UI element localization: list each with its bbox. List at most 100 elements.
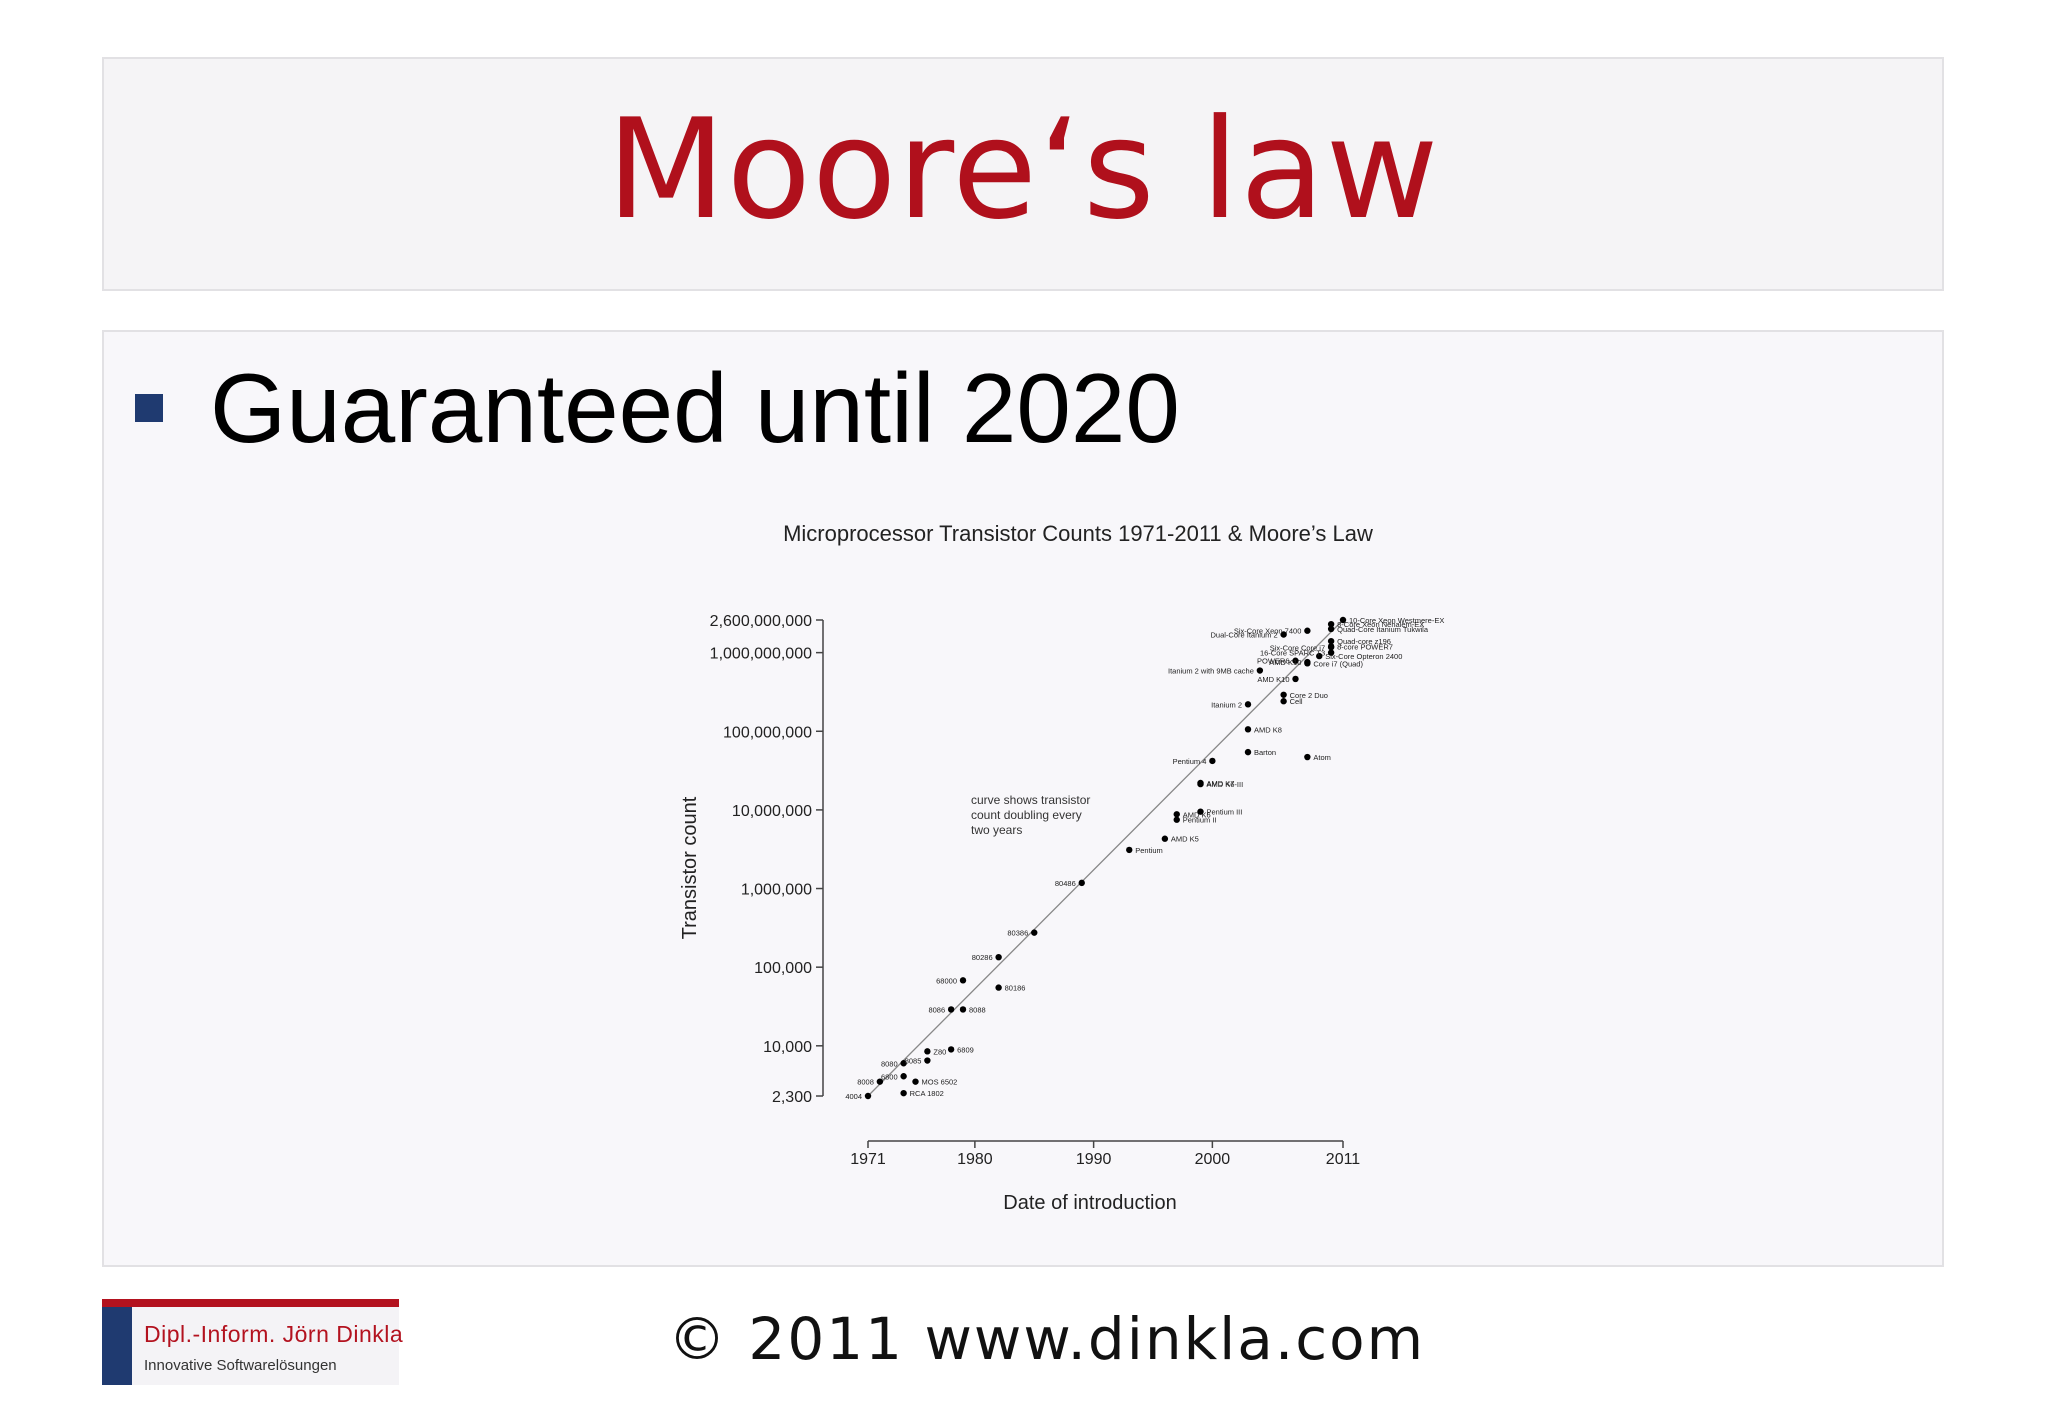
logo-name: Dipl.-Inform. Jörn Dinkla bbox=[144, 1321, 404, 1347]
data-point-label: RCA 1802 bbox=[910, 1089, 944, 1098]
data-point bbox=[1327, 649, 1335, 656]
data-point-label: AMD K6 bbox=[1183, 810, 1211, 819]
data-point-label: AMD K10 bbox=[1269, 658, 1301, 667]
data-point bbox=[900, 1060, 907, 1067]
y-tick-label: 100,000,000 bbox=[723, 724, 812, 741]
data-point bbox=[959, 977, 967, 984]
data-point bbox=[876, 1078, 884, 1085]
data-point bbox=[1173, 816, 1180, 823]
data-point-label: 8008 bbox=[857, 1078, 874, 1087]
data-point-label: AMD K6-III bbox=[1207, 780, 1244, 789]
data-point bbox=[900, 1089, 907, 1097]
data-point bbox=[900, 1073, 907, 1080]
data-point bbox=[1339, 616, 1347, 624]
company-logo: Dipl.-Inform. Jörn Dinkla Innovative Sof… bbox=[102, 1299, 403, 1385]
data-point bbox=[1280, 631, 1287, 638]
data-point-label: 80186 bbox=[1005, 984, 1026, 993]
data-point bbox=[1209, 757, 1216, 765]
data-point-label: Itanium 2 bbox=[1211, 700, 1242, 709]
data-point bbox=[1327, 625, 1335, 633]
data-point bbox=[1173, 811, 1180, 818]
data-point bbox=[1244, 726, 1252, 733]
data-point-label: Quad-core z196 bbox=[1337, 637, 1391, 646]
data-point-label: Core i7 (Quad) bbox=[1313, 659, 1363, 668]
data-point-label: 8088 bbox=[969, 1005, 986, 1014]
data-point-label: Six-Core Opteron 2400 bbox=[1325, 652, 1402, 661]
data-point bbox=[1292, 675, 1299, 683]
data-point-label: 4004 bbox=[845, 1092, 862, 1101]
data-point bbox=[1244, 748, 1252, 756]
data-point-label: 80486 bbox=[1055, 879, 1076, 888]
x-tick-label: 1990 bbox=[1076, 1151, 1112, 1168]
y-tick-label: 2,600,000,000 bbox=[710, 613, 812, 630]
data-point bbox=[959, 1006, 967, 1013]
data-point-label: AMD K5 bbox=[1171, 835, 1199, 844]
data-point bbox=[995, 953, 1002, 961]
data-point bbox=[1031, 929, 1038, 936]
title-panel: Moore‘s law bbox=[102, 57, 1944, 291]
data-point bbox=[924, 1057, 931, 1064]
data-point bbox=[947, 1046, 955, 1053]
data-point-label: 68000 bbox=[936, 976, 957, 985]
data-point bbox=[1316, 652, 1323, 660]
y-tick-label: 100,000 bbox=[754, 960, 812, 977]
data-point-label: Pentium bbox=[1135, 846, 1163, 855]
data-point-label: 6800 bbox=[881, 1072, 898, 1081]
data-point-label: 6809 bbox=[957, 1045, 974, 1054]
annotation-line: count doubling every bbox=[971, 808, 1082, 822]
slide-title: Moore‘s law bbox=[606, 88, 1440, 250]
data-point bbox=[1327, 637, 1335, 645]
x-tick-label: 2000 bbox=[1195, 1151, 1231, 1168]
data-point bbox=[1327, 643, 1335, 650]
data-point bbox=[1304, 660, 1311, 667]
x-tick-label: 2011 bbox=[1326, 1151, 1361, 1168]
x-tick-label: 1980 bbox=[957, 1151, 993, 1168]
logo-blue-bar bbox=[102, 1307, 132, 1385]
data-point bbox=[1197, 808, 1204, 815]
data-point bbox=[1304, 753, 1311, 761]
data-point bbox=[1327, 620, 1335, 628]
data-point bbox=[1280, 691, 1287, 698]
chart-title: Microprocessor Transistor Counts 1971-20… bbox=[783, 521, 1373, 546]
data-point bbox=[864, 1092, 872, 1100]
data-point-label: 8080 bbox=[881, 1059, 898, 1068]
data-point-label: Dual-Core Itanium 2 bbox=[1211, 631, 1278, 640]
data-point-label: 8086 bbox=[928, 1005, 945, 1014]
x-axis-label: Date of introduction bbox=[1003, 1192, 1176, 1214]
data-point-label: Itanium 2 with 9MB cache bbox=[1168, 667, 1254, 676]
data-point-label: Barton bbox=[1254, 748, 1276, 757]
data-point bbox=[1256, 667, 1264, 674]
data-point bbox=[995, 984, 1002, 991]
data-point bbox=[1244, 701, 1252, 708]
data-point-label: 8-Core Xeon Nehalem-EX bbox=[1337, 620, 1424, 629]
y-axis-label: Transistor count bbox=[679, 796, 701, 939]
y-tick-label: 1,000,000,000 bbox=[710, 646, 812, 663]
y-tick-label: 10,000,000 bbox=[732, 803, 812, 820]
data-point-label: AMD K7 bbox=[1207, 779, 1235, 788]
data-point-label: 10-Core Xeon Westmere-EX bbox=[1349, 616, 1444, 625]
data-point bbox=[1078, 879, 1085, 887]
data-point bbox=[1280, 698, 1287, 705]
data-point-label: AMD K10 bbox=[1257, 675, 1289, 684]
trend-annotation: curve shows transistor count doubling eve… bbox=[971, 793, 1090, 837]
content-panel: Guaranteed until 2020 bbox=[102, 330, 1944, 1267]
data-point-label: 80286 bbox=[972, 953, 993, 962]
y-tick-label: 1,000,000 bbox=[741, 882, 812, 899]
data-point bbox=[1304, 627, 1311, 634]
data-point bbox=[912, 1078, 919, 1085]
data-point-label: 8-core POWER7 bbox=[1337, 642, 1393, 651]
data-point-label: AMD K8 bbox=[1254, 725, 1282, 734]
trend-line bbox=[867, 619, 1344, 1097]
data-point bbox=[947, 1006, 955, 1013]
data-point-label: Pentium 4 bbox=[1173, 757, 1207, 766]
data-point-label: Pentium II bbox=[1183, 816, 1217, 825]
data-point-label: 80386 bbox=[1007, 929, 1028, 938]
data-point-label: 16-Core SPARC T3 bbox=[1260, 649, 1325, 658]
x-tick-label: 1971 bbox=[850, 1151, 886, 1168]
logo-tagline: Innovative Softwarelösungen bbox=[144, 1357, 337, 1374]
data-point bbox=[1126, 846, 1133, 854]
data-point-label: Quad-Core Itanium Tukwila bbox=[1337, 625, 1429, 634]
y-tick-label: 10,000 bbox=[763, 1039, 812, 1056]
bullet-square-icon bbox=[135, 394, 163, 422]
